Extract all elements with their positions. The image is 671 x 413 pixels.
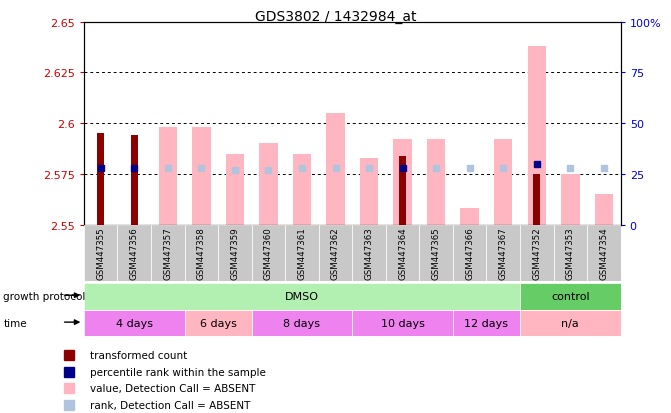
Bar [293,154,311,225]
Bar [393,140,412,225]
Text: control: control [551,291,590,301]
FancyBboxPatch shape [453,310,520,337]
Text: GSM447360: GSM447360 [264,227,273,279]
Text: 10 days: 10 days [380,318,425,328]
Text: transformed count: transformed count [90,350,187,360]
FancyBboxPatch shape [520,283,621,310]
FancyBboxPatch shape [520,310,621,337]
Text: GSM447359: GSM447359 [230,227,240,279]
Bar [427,140,446,225]
Text: GSM447366: GSM447366 [465,227,474,279]
FancyBboxPatch shape [319,225,352,281]
Text: GSM447353: GSM447353 [566,227,575,279]
Text: GDS3802 / 1432984_at: GDS3802 / 1432984_at [255,10,416,24]
Text: GSM447354: GSM447354 [599,227,609,279]
Text: GSM447361: GSM447361 [297,227,307,279]
Text: GSM447363: GSM447363 [364,227,374,279]
Text: GSM447357: GSM447357 [163,227,172,279]
Text: 6 days: 6 days [200,318,236,328]
FancyBboxPatch shape [419,225,453,281]
Bar [460,209,479,225]
Bar [326,114,345,225]
FancyBboxPatch shape [252,310,352,337]
Text: GSM447355: GSM447355 [96,227,105,279]
FancyBboxPatch shape [386,225,419,281]
Bar [225,154,244,225]
Bar [494,140,513,225]
FancyBboxPatch shape [84,225,117,281]
Bar [533,174,541,225]
FancyBboxPatch shape [520,225,554,281]
Text: growth protocol: growth protocol [3,291,86,301]
Text: GSM447365: GSM447365 [431,227,441,279]
Text: value, Detection Call = ABSENT: value, Detection Call = ABSENT [90,383,255,394]
FancyBboxPatch shape [554,225,587,281]
Text: percentile rank within the sample: percentile rank within the sample [90,367,266,377]
Text: n/a: n/a [562,318,579,328]
Text: GSM447367: GSM447367 [499,227,508,279]
Text: 12 days: 12 days [464,318,509,328]
Bar [399,156,407,225]
FancyBboxPatch shape [252,225,285,281]
Bar [595,195,613,225]
Text: 4 days: 4 days [115,318,153,328]
FancyBboxPatch shape [486,225,520,281]
Text: GSM447358: GSM447358 [197,227,206,279]
Text: time: time [3,318,27,328]
Text: DMSO: DMSO [285,291,319,301]
FancyBboxPatch shape [151,225,185,281]
Bar [360,158,378,225]
Bar [130,136,138,225]
Text: rank, Detection Call = ABSENT: rank, Detection Call = ABSENT [90,400,250,410]
FancyBboxPatch shape [84,283,520,310]
Bar [561,174,580,225]
Text: GSM447362: GSM447362 [331,227,340,279]
FancyBboxPatch shape [352,225,386,281]
FancyBboxPatch shape [218,225,252,281]
FancyBboxPatch shape [285,225,319,281]
Bar [527,47,546,225]
Text: GSM447352: GSM447352 [532,227,541,279]
FancyBboxPatch shape [117,225,151,281]
FancyBboxPatch shape [84,310,185,337]
Text: GSM447356: GSM447356 [130,227,139,279]
Bar [97,134,105,225]
FancyBboxPatch shape [453,225,486,281]
Bar [192,128,211,225]
FancyBboxPatch shape [185,225,218,281]
Text: GSM447364: GSM447364 [398,227,407,279]
Bar [158,128,177,225]
Text: 8 days: 8 days [283,318,321,328]
FancyBboxPatch shape [352,310,453,337]
FancyBboxPatch shape [185,310,252,337]
Bar [259,144,278,225]
FancyBboxPatch shape [587,225,621,281]
